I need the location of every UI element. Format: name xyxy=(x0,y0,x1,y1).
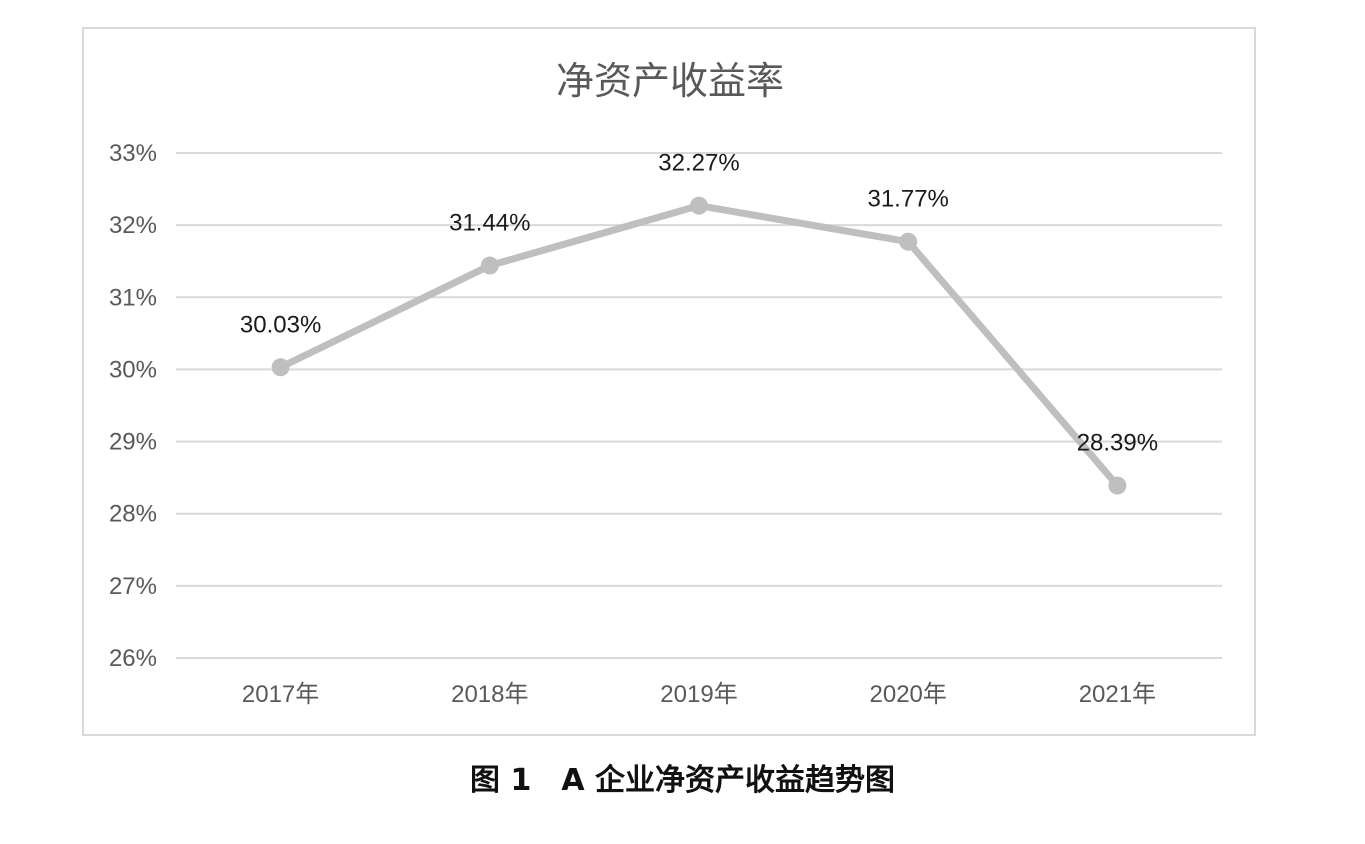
data-point xyxy=(480,256,499,275)
x-tick-label: 2019年 xyxy=(660,681,737,708)
chart-title: 净资产收益率 xyxy=(556,59,784,103)
y-tick-label: 28% xyxy=(109,501,157,528)
chart-frame xyxy=(82,27,1256,736)
y-tick-label: 31% xyxy=(109,284,157,311)
y-tick-label: 32% xyxy=(109,212,157,239)
x-tick-label: 2021年 xyxy=(1079,681,1156,708)
data-point xyxy=(899,232,918,251)
x-tick-label: 2017年 xyxy=(242,681,319,708)
y-tick-label: 29% xyxy=(109,429,157,456)
data-labels: 30.03% 31.44% 32.27% 31.77% 28.39% xyxy=(240,150,1158,457)
data-label: 30.03% xyxy=(240,311,321,338)
figure-caption: 图 1 A 企业净资产收益趋势图 xyxy=(470,763,895,798)
data-label: 32.27% xyxy=(658,150,739,177)
gridlines xyxy=(176,152,1222,659)
y-tick-label: 26% xyxy=(109,645,157,672)
x-tick-label: 2020年 xyxy=(870,681,947,708)
data-label: 31.44% xyxy=(449,210,530,237)
series-line-group xyxy=(271,196,1127,495)
series-line xyxy=(277,202,1121,490)
data-point xyxy=(1108,476,1127,495)
x-axis-ticks: 2017年 2018年 2019年 2020年 2021年 xyxy=(242,681,1156,708)
data-point xyxy=(271,358,290,377)
y-tick-label: 30% xyxy=(109,356,157,383)
y-axis-ticks: 26% 27% 28% 29% 30% 31% 32% 33% xyxy=(109,140,157,672)
y-tick-label: 27% xyxy=(109,573,157,600)
y-tick-label: 33% xyxy=(109,140,157,167)
x-tick-label: 2018年 xyxy=(451,681,528,708)
data-label: 31.77% xyxy=(867,186,948,213)
data-point xyxy=(690,196,708,215)
data-label: 28.39% xyxy=(1077,430,1158,457)
